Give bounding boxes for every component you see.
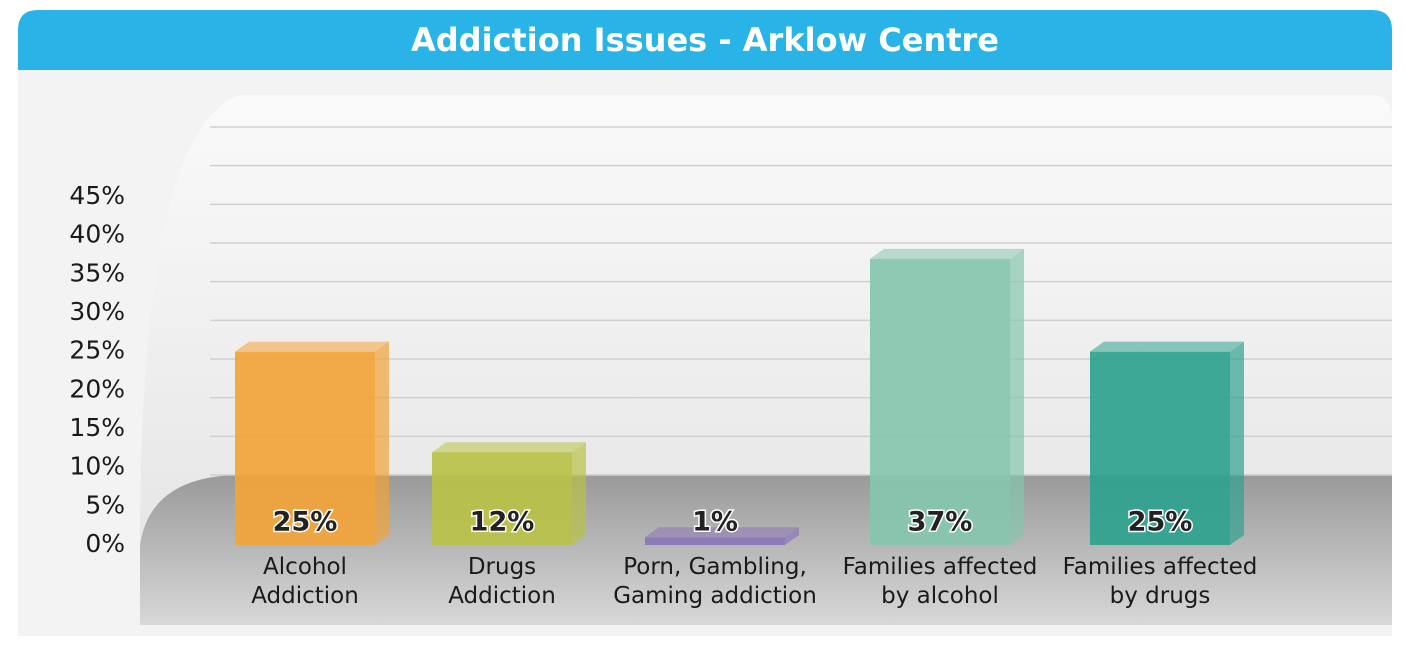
- bar-side: [1010, 249, 1024, 545]
- x-tick-label: Families affected by drugs: [1040, 553, 1280, 611]
- value-label: 25%: [273, 507, 338, 538]
- bar-side: [572, 442, 586, 545]
- x-tick-label: Porn, Gambling, Gaming addiction: [595, 553, 835, 611]
- y-tick-label: 35%: [69, 258, 125, 287]
- y-tick-label: 5%: [85, 490, 125, 519]
- bar: [645, 537, 785, 545]
- value-label: 37%: [908, 507, 973, 538]
- y-tick-label: 45%: [69, 181, 125, 210]
- bar-top: [870, 249, 1024, 259]
- value-label: 1%: [692, 507, 738, 538]
- bar: [870, 259, 1010, 545]
- value-label: 25%: [1128, 507, 1193, 538]
- bar-side: [375, 342, 389, 545]
- bar-top: [432, 442, 586, 452]
- bar-side: [1230, 342, 1244, 545]
- y-tick-label: 20%: [69, 374, 125, 403]
- y-tick-label: 0%: [85, 529, 125, 558]
- y-tick-label: 25%: [69, 336, 125, 365]
- chart: Addiction Issues - Arklow Centre 0% 5% 10%…: [0, 0, 1410, 646]
- x-tick-label: Drugs Addiction: [382, 553, 622, 611]
- bar-top: [235, 342, 389, 352]
- y-tick-label: 30%: [69, 297, 125, 326]
- page: Addiction Issues - Arklow Centre 0% 5% 10%…: [0, 0, 1410, 646]
- y-tick-label: 15%: [69, 413, 125, 442]
- x-tick-label: Families affected by alcohol: [820, 553, 1060, 611]
- bar-top: [1090, 342, 1244, 352]
- value-label: 12%: [470, 507, 535, 538]
- y-tick-label: 40%: [69, 220, 125, 249]
- y-tick-label: 10%: [69, 452, 125, 481]
- chart-title: Addiction Issues - Arklow Centre: [411, 21, 999, 59]
